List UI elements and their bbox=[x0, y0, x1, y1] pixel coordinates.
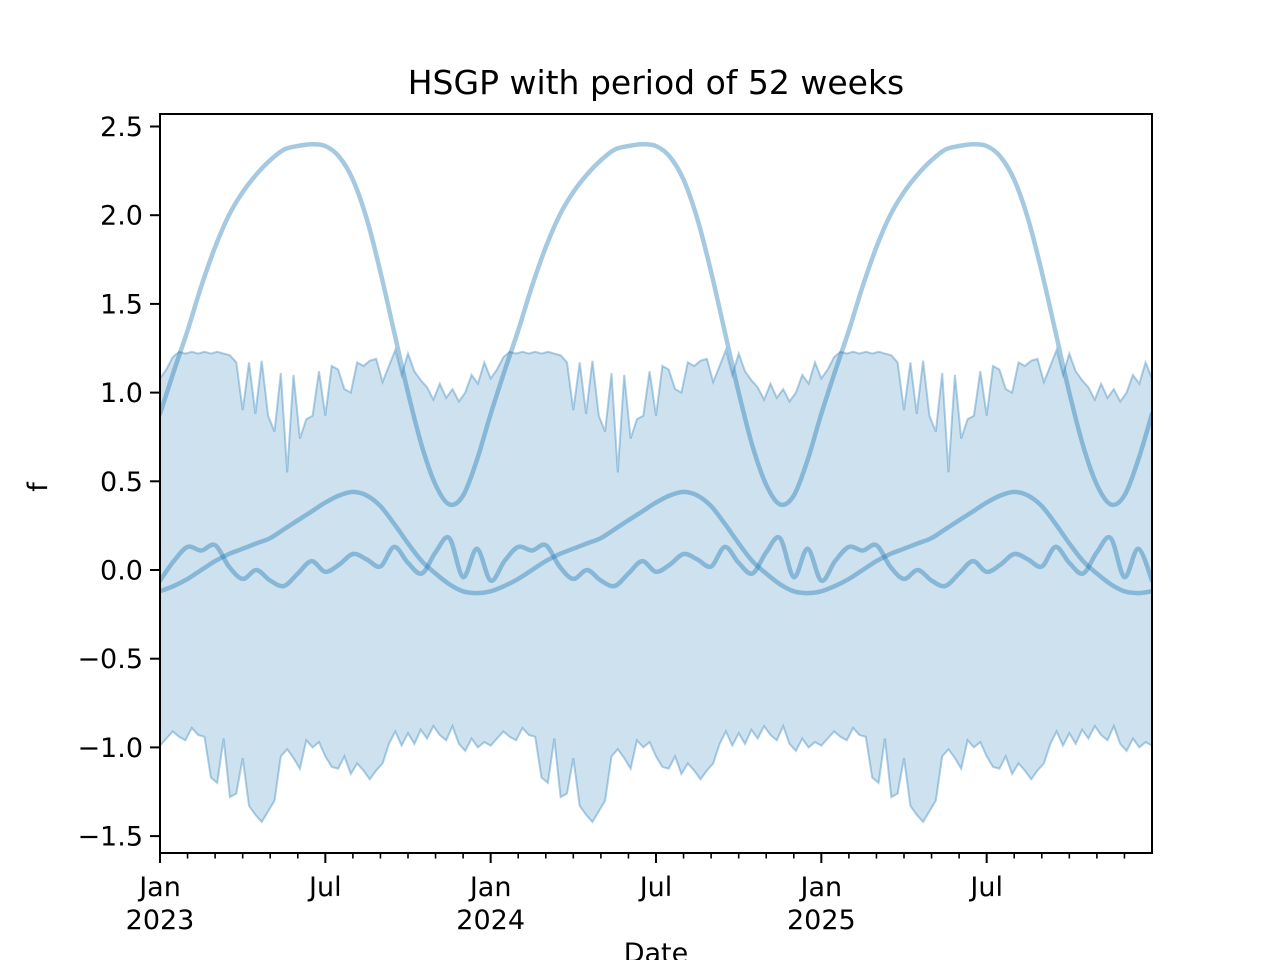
x-tick-year-label: 2025 bbox=[787, 905, 856, 936]
sample-curve-wiggly bbox=[160, 535, 1152, 589]
x-tick-label: Jan bbox=[137, 872, 181, 903]
y-axis-label: f bbox=[23, 482, 54, 492]
y-tick-label: 0.0 bbox=[100, 556, 143, 587]
hdi-band bbox=[160, 346, 1152, 824]
y-tick-label: −0.5 bbox=[77, 644, 143, 675]
y-tick-label: 2.5 bbox=[100, 112, 143, 143]
chart-title: HSGP with period of 52 weeks bbox=[407, 63, 905, 102]
x-tick-label: Jul bbox=[638, 872, 673, 903]
y-tick-label: 1.0 bbox=[100, 378, 143, 409]
x-tick-year-label: 2023 bbox=[126, 905, 195, 936]
y-tick-label: 0.5 bbox=[100, 467, 143, 498]
x-axis-label: Date bbox=[623, 938, 689, 960]
sample-curve-medium bbox=[160, 489, 1152, 596]
y-tick-label: 2.0 bbox=[100, 201, 143, 232]
y-tick-label: −1.5 bbox=[77, 822, 143, 853]
y-tick-label: 1.5 bbox=[100, 289, 143, 320]
x-tick-label: Jul bbox=[307, 872, 342, 903]
x-tick-label: Jul bbox=[968, 872, 1003, 903]
sample-curve-large bbox=[160, 141, 1152, 508]
x-tick-label: Jan bbox=[799, 872, 843, 903]
x-tick-year-label: 2024 bbox=[456, 905, 525, 936]
y-tick-label: −1.0 bbox=[77, 733, 143, 764]
x-tick-label: Jan bbox=[468, 872, 512, 903]
